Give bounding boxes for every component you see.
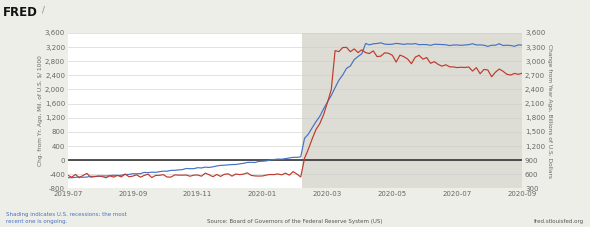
Text: fred.stlouisfed.org: fred.stlouisfed.org xyxy=(534,219,584,224)
Text: FRED: FRED xyxy=(3,6,38,19)
Y-axis label: Chg. from Yr. Ago, Mil. of U.S. $/ 1000: Chg. from Yr. Ago, Mil. of U.S. $/ 1000 xyxy=(38,55,44,166)
Y-axis label: Change from Year Ago, Billions of U.S. Dollars: Change from Year Ago, Billions of U.S. D… xyxy=(546,44,552,178)
Text: Source: Board of Governors of the Federal Reserve System (US): Source: Board of Governors of the Federa… xyxy=(207,219,383,224)
Text: /: / xyxy=(42,6,45,15)
Text: Shading indicates U.S. recessions; the most
recent one is ongoing.: Shading indicates U.S. recessions; the m… xyxy=(6,212,127,224)
Bar xyxy=(302,33,522,188)
